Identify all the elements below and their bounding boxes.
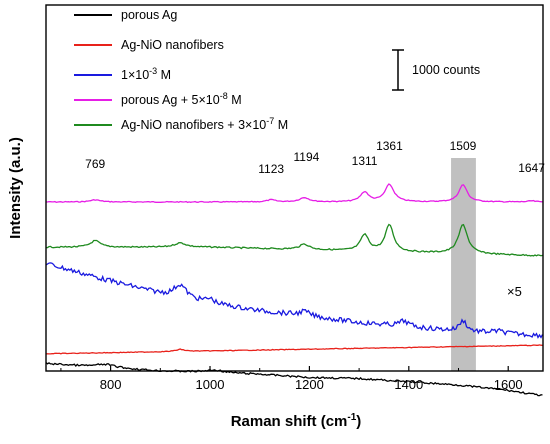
peak-label-1509: 1509 (450, 139, 477, 153)
series-line-solution (45, 262, 544, 339)
legend-label-porous-analyte: porous Ag + 5×10-8 M (121, 91, 242, 107)
x-tick-label-1400: 1400 (394, 377, 423, 392)
series-line-agnio_analyte (45, 223, 543, 257)
legend-entry-agnio-analyte: Ag-NiO nanofibers + 3×10-7 M (74, 116, 288, 132)
legend-label-solution: 1×10-3 M (121, 66, 171, 82)
legend: porous Ag Ag-NiO nanofibers 1×10-3 M por… (74, 8, 288, 132)
peak-label-1194: 1194 (294, 150, 320, 164)
peak-label-769: 769 (85, 157, 105, 171)
peak-label-1647: 1647 (518, 161, 545, 175)
legend-label-agnio-analyte: Ag-NiO nanofibers + 3×10-7 M (121, 116, 288, 132)
x-ticks: 800 1000 1200 1400 1600 (60, 366, 523, 392)
legend-label-agnio: Ag-NiO nanofibers (121, 38, 224, 52)
x-tick-label-1200: 1200 (295, 377, 324, 392)
scale-bar-label: 1000 counts (412, 63, 480, 77)
plot-frame (45, 4, 544, 372)
peak-label-1311: 1311 (352, 154, 378, 168)
x-axis-title: Raman shift (cm-1) (231, 412, 362, 430)
series-line-porous (45, 362, 543, 397)
peak-label-1361: 1361 (376, 139, 403, 153)
x-tick-label-1600: 1600 (494, 377, 523, 392)
series-layer (45, 183, 544, 397)
scale-bar: 1000 counts (392, 49, 480, 91)
x-tick-label-800: 800 (100, 377, 122, 392)
x-tick-label-1000: 1000 (196, 377, 225, 392)
series-line-porous_analyte (45, 183, 543, 204)
legend-entry-porous: porous Ag (74, 8, 177, 22)
legend-entry-agnio: Ag-NiO nanofibers (74, 38, 224, 52)
series-line-agnio (45, 344, 543, 355)
legend-entry-solution: 1×10-3 M (74, 66, 171, 82)
highlight-band (451, 158, 476, 371)
legend-label-porous: porous Ag (121, 8, 177, 22)
y-axis-title: Intensity (a.u.) (7, 137, 24, 239)
multiplier-label: ×5 (507, 284, 522, 299)
legend-entry-porous-analyte: porous Ag + 5×10-8 M (74, 91, 242, 107)
peak-label-1123: 1123 (258, 162, 284, 176)
